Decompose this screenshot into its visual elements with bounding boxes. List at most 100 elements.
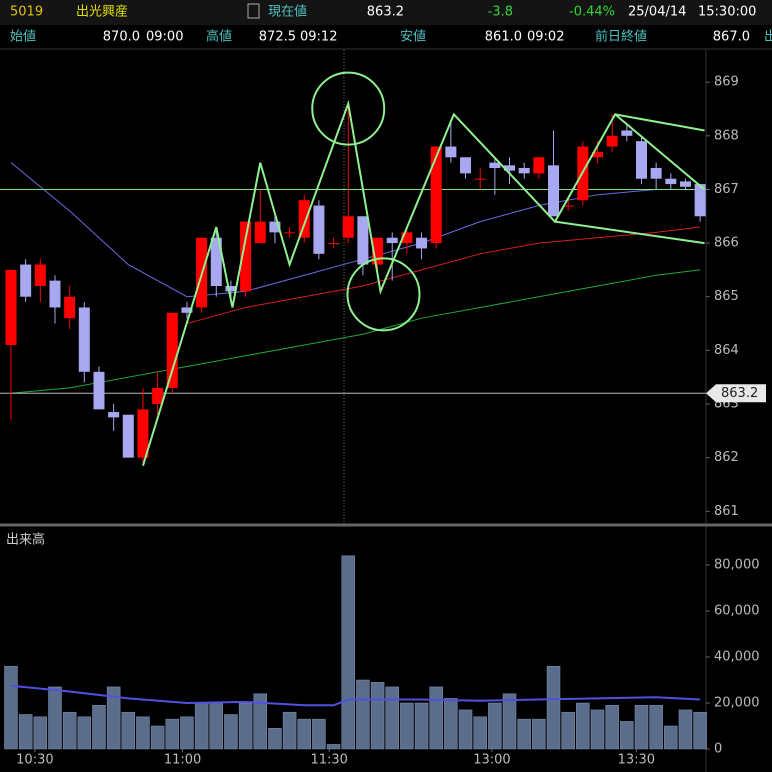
value: 872.5 bbox=[259, 30, 296, 45]
candle-body bbox=[20, 264, 32, 297]
volume-bar bbox=[429, 686, 443, 750]
candle-body bbox=[679, 181, 691, 187]
volume-bar bbox=[165, 718, 180, 750]
candle-body bbox=[401, 232, 413, 244]
volume-bar bbox=[282, 711, 297, 750]
y-tick-label: 40,000 bbox=[714, 650, 760, 665]
candle-body bbox=[474, 178, 486, 180]
moving-average bbox=[10, 162, 701, 298]
candle-body bbox=[108, 412, 120, 418]
candle-body bbox=[342, 216, 354, 238]
y-tick-label: 861 bbox=[714, 504, 739, 519]
highlight-circle bbox=[311, 71, 386, 146]
icon[interactable] bbox=[247, 3, 260, 19]
candle-body bbox=[328, 243, 340, 245]
volume-bar bbox=[444, 698, 458, 750]
volume-bar bbox=[473, 716, 487, 750]
y-tick-label: 866 bbox=[714, 236, 739, 251]
volume-bar bbox=[634, 705, 649, 750]
x-tick-label: 13:00 bbox=[473, 753, 510, 768]
volume-bar bbox=[458, 709, 473, 750]
candle-body bbox=[5, 269, 17, 345]
label: 前日終値 bbox=[595, 29, 647, 45]
volume-bar bbox=[561, 711, 575, 750]
volume-bar bbox=[400, 702, 414, 750]
trendline bbox=[614, 113, 705, 132]
candle-body bbox=[430, 146, 442, 244]
candle-body bbox=[606, 135, 618, 147]
value: 861.0 bbox=[485, 30, 522, 45]
volume-bar bbox=[532, 718, 546, 750]
candle-body bbox=[694, 184, 706, 217]
candle-body bbox=[254, 221, 266, 244]
volume-bar bbox=[341, 555, 355, 750]
y-tick-label: 862 bbox=[714, 450, 739, 465]
candle-body bbox=[621, 130, 633, 136]
volume-bar bbox=[517, 718, 531, 750]
candle-body bbox=[313, 205, 325, 254]
y-tick-label: 865 bbox=[714, 289, 739, 304]
candle-body bbox=[269, 221, 281, 233]
candle-body bbox=[372, 237, 384, 265]
label: 出 bbox=[764, 30, 772, 45]
value-time: 09:12 bbox=[300, 30, 337, 45]
candle-body bbox=[665, 178, 677, 185]
candle-body bbox=[152, 387, 164, 404]
volume-bar bbox=[605, 705, 619, 750]
volume-bar bbox=[136, 716, 150, 750]
volume-bar bbox=[546, 665, 561, 750]
value: 870.0 bbox=[103, 30, 140, 45]
candle-body bbox=[93, 371, 105, 410]
x-tick-label: 13:30 bbox=[618, 753, 655, 768]
x-tick-label: 10:30 bbox=[16, 753, 53, 768]
candle-body bbox=[137, 409, 149, 458]
volume-bar bbox=[209, 702, 224, 750]
candle-body bbox=[240, 221, 252, 292]
candle-body bbox=[210, 237, 222, 286]
volume-bar bbox=[414, 702, 429, 750]
volume-bar bbox=[238, 702, 253, 750]
candle-body bbox=[386, 237, 398, 244]
volume-bar bbox=[502, 693, 517, 750]
volume-bar bbox=[268, 728, 282, 750]
time: 15:30:00 bbox=[698, 5, 756, 20]
label: 現在値 bbox=[268, 4, 307, 20]
y-tick-label: 20,000 bbox=[714, 696, 760, 711]
candle-body bbox=[591, 151, 603, 158]
volume-bar bbox=[576, 702, 590, 750]
y-tick-label: 867 bbox=[714, 182, 739, 197]
candle-body bbox=[122, 414, 134, 458]
candle-body bbox=[533, 157, 545, 174]
volume-bar bbox=[356, 679, 370, 750]
header-row bbox=[0, 25, 772, 49]
candle-body bbox=[548, 165, 560, 217]
candle-body bbox=[34, 264, 46, 286]
volume-bar bbox=[4, 665, 18, 750]
zigzag bbox=[142, 99, 706, 466]
candle-body bbox=[225, 286, 237, 292]
value: 863.2 bbox=[367, 5, 404, 20]
volume-bar bbox=[92, 705, 106, 750]
candle-body bbox=[166, 312, 178, 388]
y-tick-label: 868 bbox=[714, 128, 739, 143]
volume-bar bbox=[106, 686, 121, 750]
label: 高値 bbox=[206, 29, 232, 45]
value-time: 09:00 bbox=[146, 30, 183, 45]
x-tick-label: 11:30 bbox=[310, 753, 347, 768]
y-tick-label: 0 bbox=[714, 742, 722, 757]
label: 始値 bbox=[10, 29, 36, 45]
label: 安値 bbox=[400, 29, 426, 45]
candle-body bbox=[445, 146, 457, 158]
volume-bar bbox=[370, 682, 385, 750]
volume-bar bbox=[224, 714, 238, 750]
candle-body bbox=[650, 168, 662, 179]
volume-bar bbox=[121, 711, 136, 750]
candle-body bbox=[49, 280, 61, 308]
candle-body bbox=[298, 200, 310, 238]
volume-bar bbox=[297, 718, 311, 750]
candle-body bbox=[562, 205, 574, 207]
volume-bar bbox=[62, 711, 77, 750]
volume-bar bbox=[385, 686, 399, 750]
volume-bar bbox=[620, 721, 634, 750]
